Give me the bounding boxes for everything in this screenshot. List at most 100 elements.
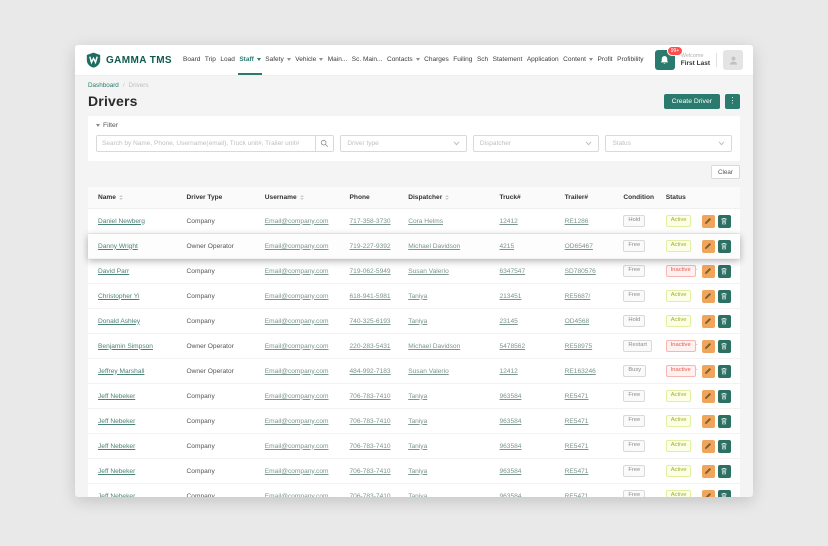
dispatcher-link[interactable]: Michael Davidson	[408, 242, 461, 250]
trailer-link[interactable]: RE5471	[564, 492, 589, 498]
trailer-link[interactable]: RE1286	[564, 217, 589, 225]
driver-name-link[interactable]: Jeff Nebeker	[98, 467, 136, 475]
delete-button[interactable]	[717, 389, 731, 403]
dispatcher-link[interactable]: Susan Valerio	[408, 367, 449, 375]
edit-button[interactable]	[701, 464, 715, 478]
column-header-name[interactable]: Name	[88, 187, 183, 209]
truck-link[interactable]: 963584	[499, 442, 522, 450]
nav-item-application[interactable]: Application	[526, 45, 560, 75]
nav-item-board[interactable]: Board	[182, 45, 201, 75]
username-link[interactable]: Email@company.com	[264, 267, 329, 275]
nav-item-content[interactable]: Content	[562, 45, 594, 75]
nav-item-main[interactable]: Main...	[327, 45, 349, 75]
phone-link[interactable]: 706-783-7410	[349, 392, 391, 400]
trailer-link[interactable]: RE5471	[564, 467, 589, 475]
edit-button[interactable]	[701, 264, 715, 278]
nav-item-contacts[interactable]: Contacts	[386, 45, 421, 75]
trailer-link[interactable]: RE5471	[564, 417, 589, 425]
driver-name-link[interactable]: Danny Wright	[98, 242, 138, 250]
trailer-link[interactable]: RE163246	[564, 367, 596, 375]
trailer-link[interactable]: RE5471	[564, 442, 589, 450]
nav-item-fuiling[interactable]: Fuiling	[452, 45, 473, 75]
delete-button[interactable]	[717, 489, 731, 497]
search-button[interactable]	[315, 136, 334, 151]
delete-button[interactable]	[717, 339, 731, 353]
username-link[interactable]: Email@company.com	[264, 417, 329, 425]
dispatcher-link[interactable]: Taniya	[408, 417, 428, 425]
driver-name-link[interactable]: Jeffrey Marshall	[98, 367, 145, 375]
username-link[interactable]: Email@company.com	[264, 242, 329, 250]
phone-link[interactable]: 706-783-7410	[349, 492, 391, 498]
nav-item-vehicle[interactable]: Vehicle	[294, 45, 324, 75]
phone-link[interactable]: 618-941-5981	[349, 292, 391, 300]
nav-item-load[interactable]: Load	[219, 45, 235, 75]
dispatcher-link[interactable]: Taniya	[408, 492, 428, 498]
dispatcher-link[interactable]: Taniya	[408, 442, 428, 450]
truck-link[interactable]: 12412	[499, 367, 518, 375]
more-actions-button[interactable]: ⋮	[725, 93, 740, 109]
edit-button[interactable]	[701, 364, 715, 378]
trailer-link[interactable]: RE5687/	[564, 292, 591, 300]
truck-link[interactable]: 6347547	[499, 267, 526, 275]
username-link[interactable]: Email@company.com	[264, 467, 329, 475]
username-link[interactable]: Email@company.com	[264, 317, 329, 325]
dispatcher-select[interactable]: Dispatcher	[472, 135, 600, 152]
username-link[interactable]: Email@company.com	[264, 292, 329, 300]
delete-button[interactable]	[717, 239, 731, 253]
truck-link[interactable]: 963584	[499, 492, 522, 498]
delete-button[interactable]	[717, 364, 731, 378]
nav-item-safety[interactable]: Safety	[264, 45, 291, 75]
driver-name-link[interactable]: David Parr	[98, 267, 130, 275]
delete-button[interactable]	[717, 214, 731, 228]
username-link[interactable]: Email@company.com	[264, 442, 329, 450]
column-header-dispatcher[interactable]: Dispatcher	[404, 187, 496, 209]
driver-name-link[interactable]: Donald Ashley	[98, 317, 141, 325]
username-link[interactable]: Email@company.com	[264, 492, 329, 498]
delete-button[interactable]	[717, 314, 731, 328]
dispatcher-link[interactable]: Susan Valerio	[408, 267, 449, 275]
driver-name-link[interactable]: Jeff Nebeker	[98, 442, 136, 450]
nav-item-profit[interactable]: Profit	[596, 45, 613, 75]
status-select[interactable]: Status	[605, 135, 732, 152]
avatar-button[interactable]	[723, 50, 743, 70]
phone-link[interactable]: 719-062-5949	[349, 267, 391, 275]
truck-link[interactable]: 23145	[499, 317, 518, 325]
trailer-link[interactable]: RE58975	[564, 342, 593, 350]
delete-button[interactable]	[717, 289, 731, 303]
phone-link[interactable]: 484-992-7183	[349, 367, 391, 375]
phone-link[interactable]: 220-283-5431	[349, 342, 391, 350]
clear-filters-button[interactable]: Clear	[710, 165, 740, 179]
nav-item-statement[interactable]: Statement	[492, 45, 524, 75]
phone-link[interactable]: 719-227-9392	[349, 242, 391, 250]
phone-link[interactable]: 706-783-7410	[349, 442, 391, 450]
trailer-link[interactable]: RE5471	[564, 392, 589, 400]
dispatcher-link[interactable]: Taniya	[408, 467, 428, 475]
breadcrumb-dashboard[interactable]: Dashboard	[88, 82, 119, 89]
nav-item-charges[interactable]: Charges	[423, 45, 450, 75]
dispatcher-link[interactable]: Taniya	[408, 317, 428, 325]
trailer-link[interactable]: OD65467	[564, 242, 593, 250]
truck-link[interactable]: 4215	[499, 242, 515, 250]
truck-link[interactable]: 963584	[499, 392, 522, 400]
create-driver-button[interactable]: Create Driver	[663, 93, 720, 109]
delete-button[interactable]	[717, 264, 731, 278]
delete-button[interactable]	[717, 464, 731, 478]
nav-item-sc-main[interactable]: Sc. Main...	[351, 45, 384, 75]
notifications-button[interactable]: 99+	[654, 46, 683, 70]
trailer-link[interactable]: SD780576	[564, 267, 596, 275]
nav-item-staff[interactable]: Staff	[238, 45, 262, 75]
edit-button[interactable]	[701, 439, 715, 453]
phone-link[interactable]: 740-325-6193	[349, 317, 391, 325]
column-header-username[interactable]: Username	[260, 187, 346, 209]
driver-name-link[interactable]: Jeff Nebeker	[98, 392, 136, 400]
dispatcher-link[interactable]: Taniya	[408, 392, 428, 400]
edit-button[interactable]	[701, 389, 715, 403]
edit-button[interactable]	[701, 414, 715, 428]
trailer-link[interactable]: OD4568	[564, 317, 590, 325]
nav-item-sch[interactable]: Sch	[476, 45, 489, 75]
delete-button[interactable]	[717, 439, 731, 453]
nav-item-trip[interactable]: Trip	[204, 45, 217, 75]
driver-name-link[interactable]: Christopher Yi	[98, 292, 140, 300]
username-link[interactable]: Email@company.com	[264, 342, 329, 350]
filter-toggle[interactable]: Filter	[96, 122, 118, 129]
